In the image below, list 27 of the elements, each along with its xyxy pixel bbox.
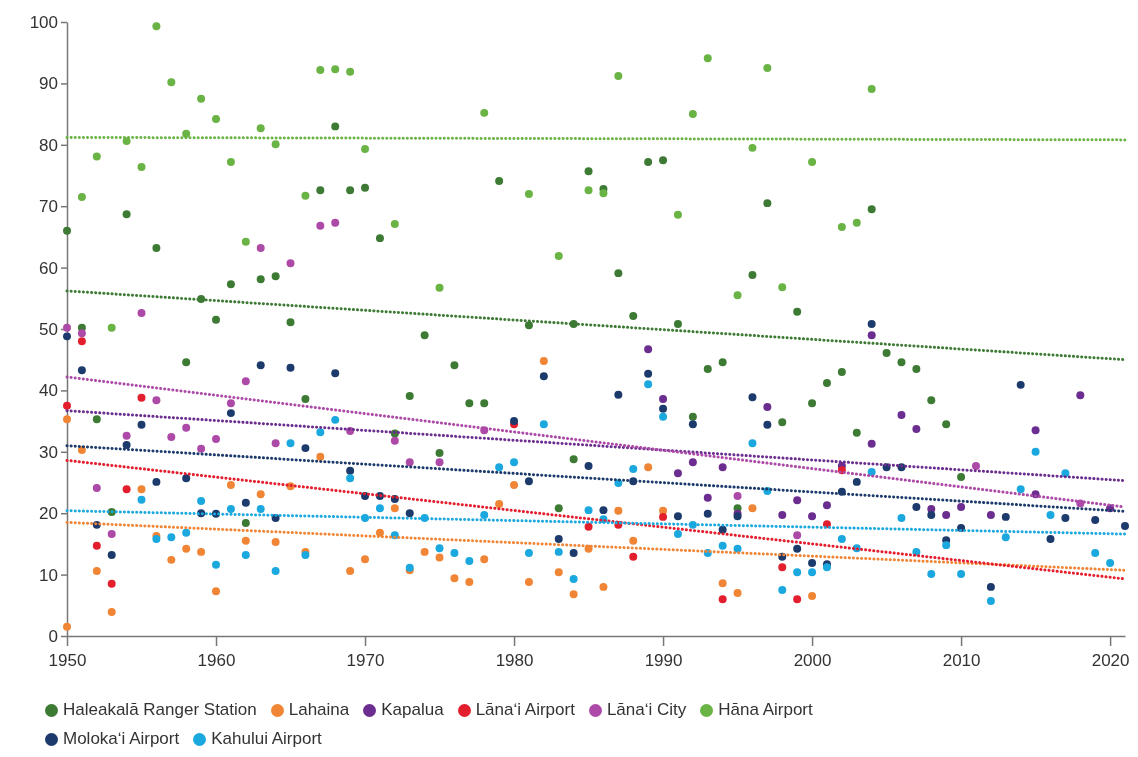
y-tick-label: 30 (39, 442, 58, 462)
x-tick-label: 1980 (495, 651, 534, 670)
legend-label: Kapalua (381, 700, 444, 720)
x-tick-label: 1960 (197, 651, 236, 670)
y-tick-label: 100 (29, 12, 58, 32)
y-tick-label: 0 (48, 626, 58, 646)
x-tick-label: 1990 (644, 651, 683, 670)
x-tick-label: 2010 (942, 651, 981, 670)
legend-label: Lānaʻi Airport (475, 700, 575, 720)
legend-label: Kahului Airport (211, 729, 322, 749)
y-tick-label: 70 (39, 197, 58, 217)
legend-label: Haleakalā Ranger Station (63, 700, 257, 720)
x-tick-label: 1950 (48, 651, 87, 670)
legend-label: Lānaʻi City (606, 700, 687, 720)
x-tick-label: 1970 (346, 651, 385, 670)
y-tick-label: 10 (39, 565, 58, 585)
y-tick-label: 50 (39, 319, 58, 339)
legend-label: Lahaina (288, 700, 350, 720)
x-tick-label: 2020 (1091, 651, 1130, 670)
y-tick-label: 60 (39, 258, 58, 278)
legend-label: Hāna Airport (718, 700, 813, 720)
y-tick-label: 20 (39, 504, 58, 524)
y-tick-label: 90 (39, 74, 58, 94)
y-tick-label: 80 (39, 135, 58, 155)
x-tick-label: 2000 (793, 651, 832, 670)
legend-label: Molokaʻi Airport (63, 729, 180, 749)
y-tick-label: 40 (39, 381, 58, 401)
